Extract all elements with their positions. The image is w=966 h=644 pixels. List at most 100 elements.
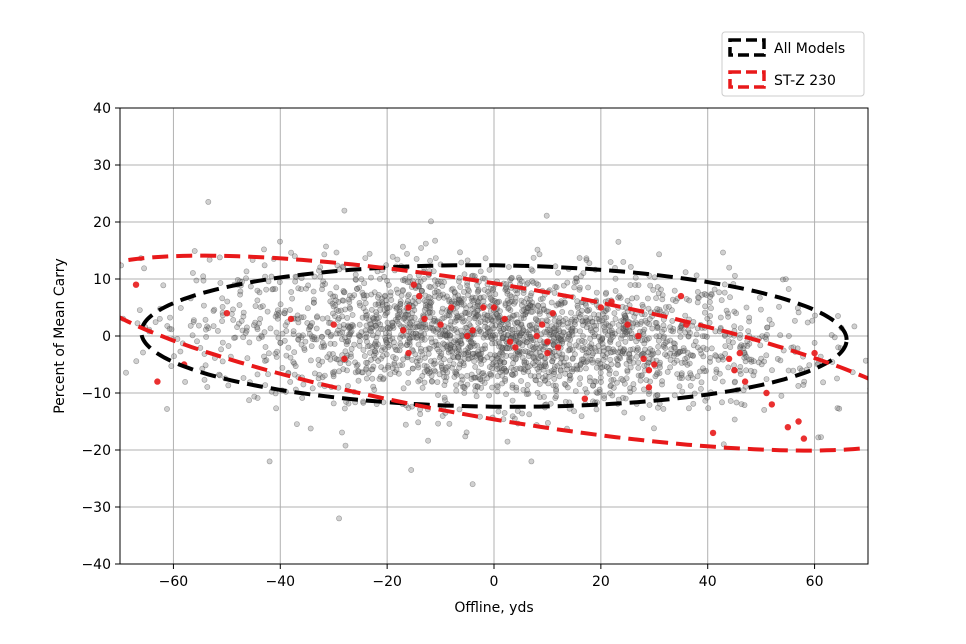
point-all-models (474, 384, 481, 390)
point-all-models (478, 355, 485, 362)
point-all-models (395, 321, 402, 327)
point-all-models (664, 338, 671, 345)
point-all-models (320, 278, 327, 285)
point-all-models (577, 284, 583, 291)
point-all-models (400, 315, 407, 322)
point-all-models (462, 347, 469, 354)
point-all-models (406, 339, 413, 345)
point-all-models (758, 361, 765, 368)
point-all-models (458, 380, 464, 386)
point-all-models (489, 340, 495, 347)
point-all-models (551, 363, 558, 370)
point-all-models (120, 262, 124, 269)
point-all-models (638, 372, 644, 379)
x-axis-label: Offline, yds (454, 600, 533, 616)
point-all-models (298, 286, 305, 292)
point-all-models (360, 399, 367, 406)
point-all-models (408, 334, 415, 340)
point-all-models (523, 329, 530, 335)
point-all-models (523, 359, 530, 366)
point-all-models (453, 370, 459, 377)
point-all-models (528, 350, 535, 357)
point-all-models (386, 304, 393, 311)
point-all-models (553, 302, 560, 309)
point-all-models (107, 368, 112, 373)
point-all-models (660, 405, 667, 412)
point-all-models (740, 345, 747, 352)
point-st-z-230 (154, 378, 161, 385)
point-all-models (355, 332, 362, 339)
point-all-models (531, 355, 537, 362)
point-all-models (464, 381, 471, 388)
point-all-models (317, 273, 324, 280)
point-all-models (614, 379, 620, 386)
point-all-models (627, 282, 634, 288)
point-all-models (654, 305, 661, 312)
point-all-models (397, 300, 404, 307)
point-all-models (335, 356, 342, 363)
point-all-models (339, 336, 345, 343)
point-all-models (592, 331, 598, 338)
point-all-models (493, 353, 500, 359)
point-all-models (529, 299, 535, 306)
point-all-models (690, 352, 696, 359)
point-all-models (379, 295, 385, 302)
point-all-models (455, 278, 462, 285)
point-all-models (393, 286, 400, 293)
point-all-models (695, 288, 701, 295)
point-all-models (605, 365, 612, 372)
point-all-models (565, 347, 572, 354)
point-all-models (358, 369, 365, 376)
point-all-models (518, 378, 524, 384)
point-all-models (358, 276, 365, 283)
point-all-models (508, 315, 515, 322)
point-all-models (503, 368, 509, 375)
point-all-models (498, 365, 505, 371)
point-all-models (595, 333, 602, 340)
point-all-models (518, 321, 525, 328)
point-all-models (510, 360, 516, 367)
x-tick-label: 60 (806, 574, 824, 590)
point-all-models (757, 342, 764, 349)
point-all-models (586, 306, 593, 313)
point-all-models (402, 421, 409, 428)
point-all-models (448, 286, 455, 293)
point-all-models (383, 339, 390, 346)
point-all-models (573, 275, 579, 281)
point-all-models (529, 321, 535, 328)
point-all-models (645, 359, 652, 366)
point-all-models (876, 361, 881, 366)
point-all-models (685, 327, 692, 333)
point-all-models (380, 375, 387, 382)
point-all-models (327, 298, 334, 305)
point-all-models (370, 352, 377, 359)
point-all-models (689, 352, 696, 359)
point-all-models (603, 363, 610, 370)
point-all-models (675, 349, 682, 355)
point-all-models (573, 342, 579, 349)
point-all-models (511, 300, 517, 307)
point-all-models (653, 371, 660, 378)
point-all-models (331, 340, 338, 347)
point-all-models (465, 349, 472, 356)
point-all-models (429, 378, 435, 385)
x-tick-label: 0 (490, 574, 499, 590)
point-all-models (746, 318, 752, 325)
point-all-models (499, 344, 506, 351)
point-all-models (603, 289, 610, 296)
point-all-models (441, 314, 448, 321)
point-all-models (427, 257, 433, 264)
point-all-models (538, 364, 545, 370)
point-all-models (686, 405, 692, 412)
point-all-models (289, 295, 295, 302)
point-all-models (495, 355, 501, 362)
point-all-models (407, 328, 414, 335)
point-all-models (733, 399, 740, 406)
point-all-models (536, 364, 543, 370)
point-all-models (558, 336, 565, 342)
legend-label-st-z-230: ST-Z 230 (774, 73, 836, 89)
point-all-models (454, 314, 461, 321)
point-all-models (594, 359, 601, 366)
point-all-models (356, 333, 363, 340)
point-all-models (425, 437, 431, 444)
